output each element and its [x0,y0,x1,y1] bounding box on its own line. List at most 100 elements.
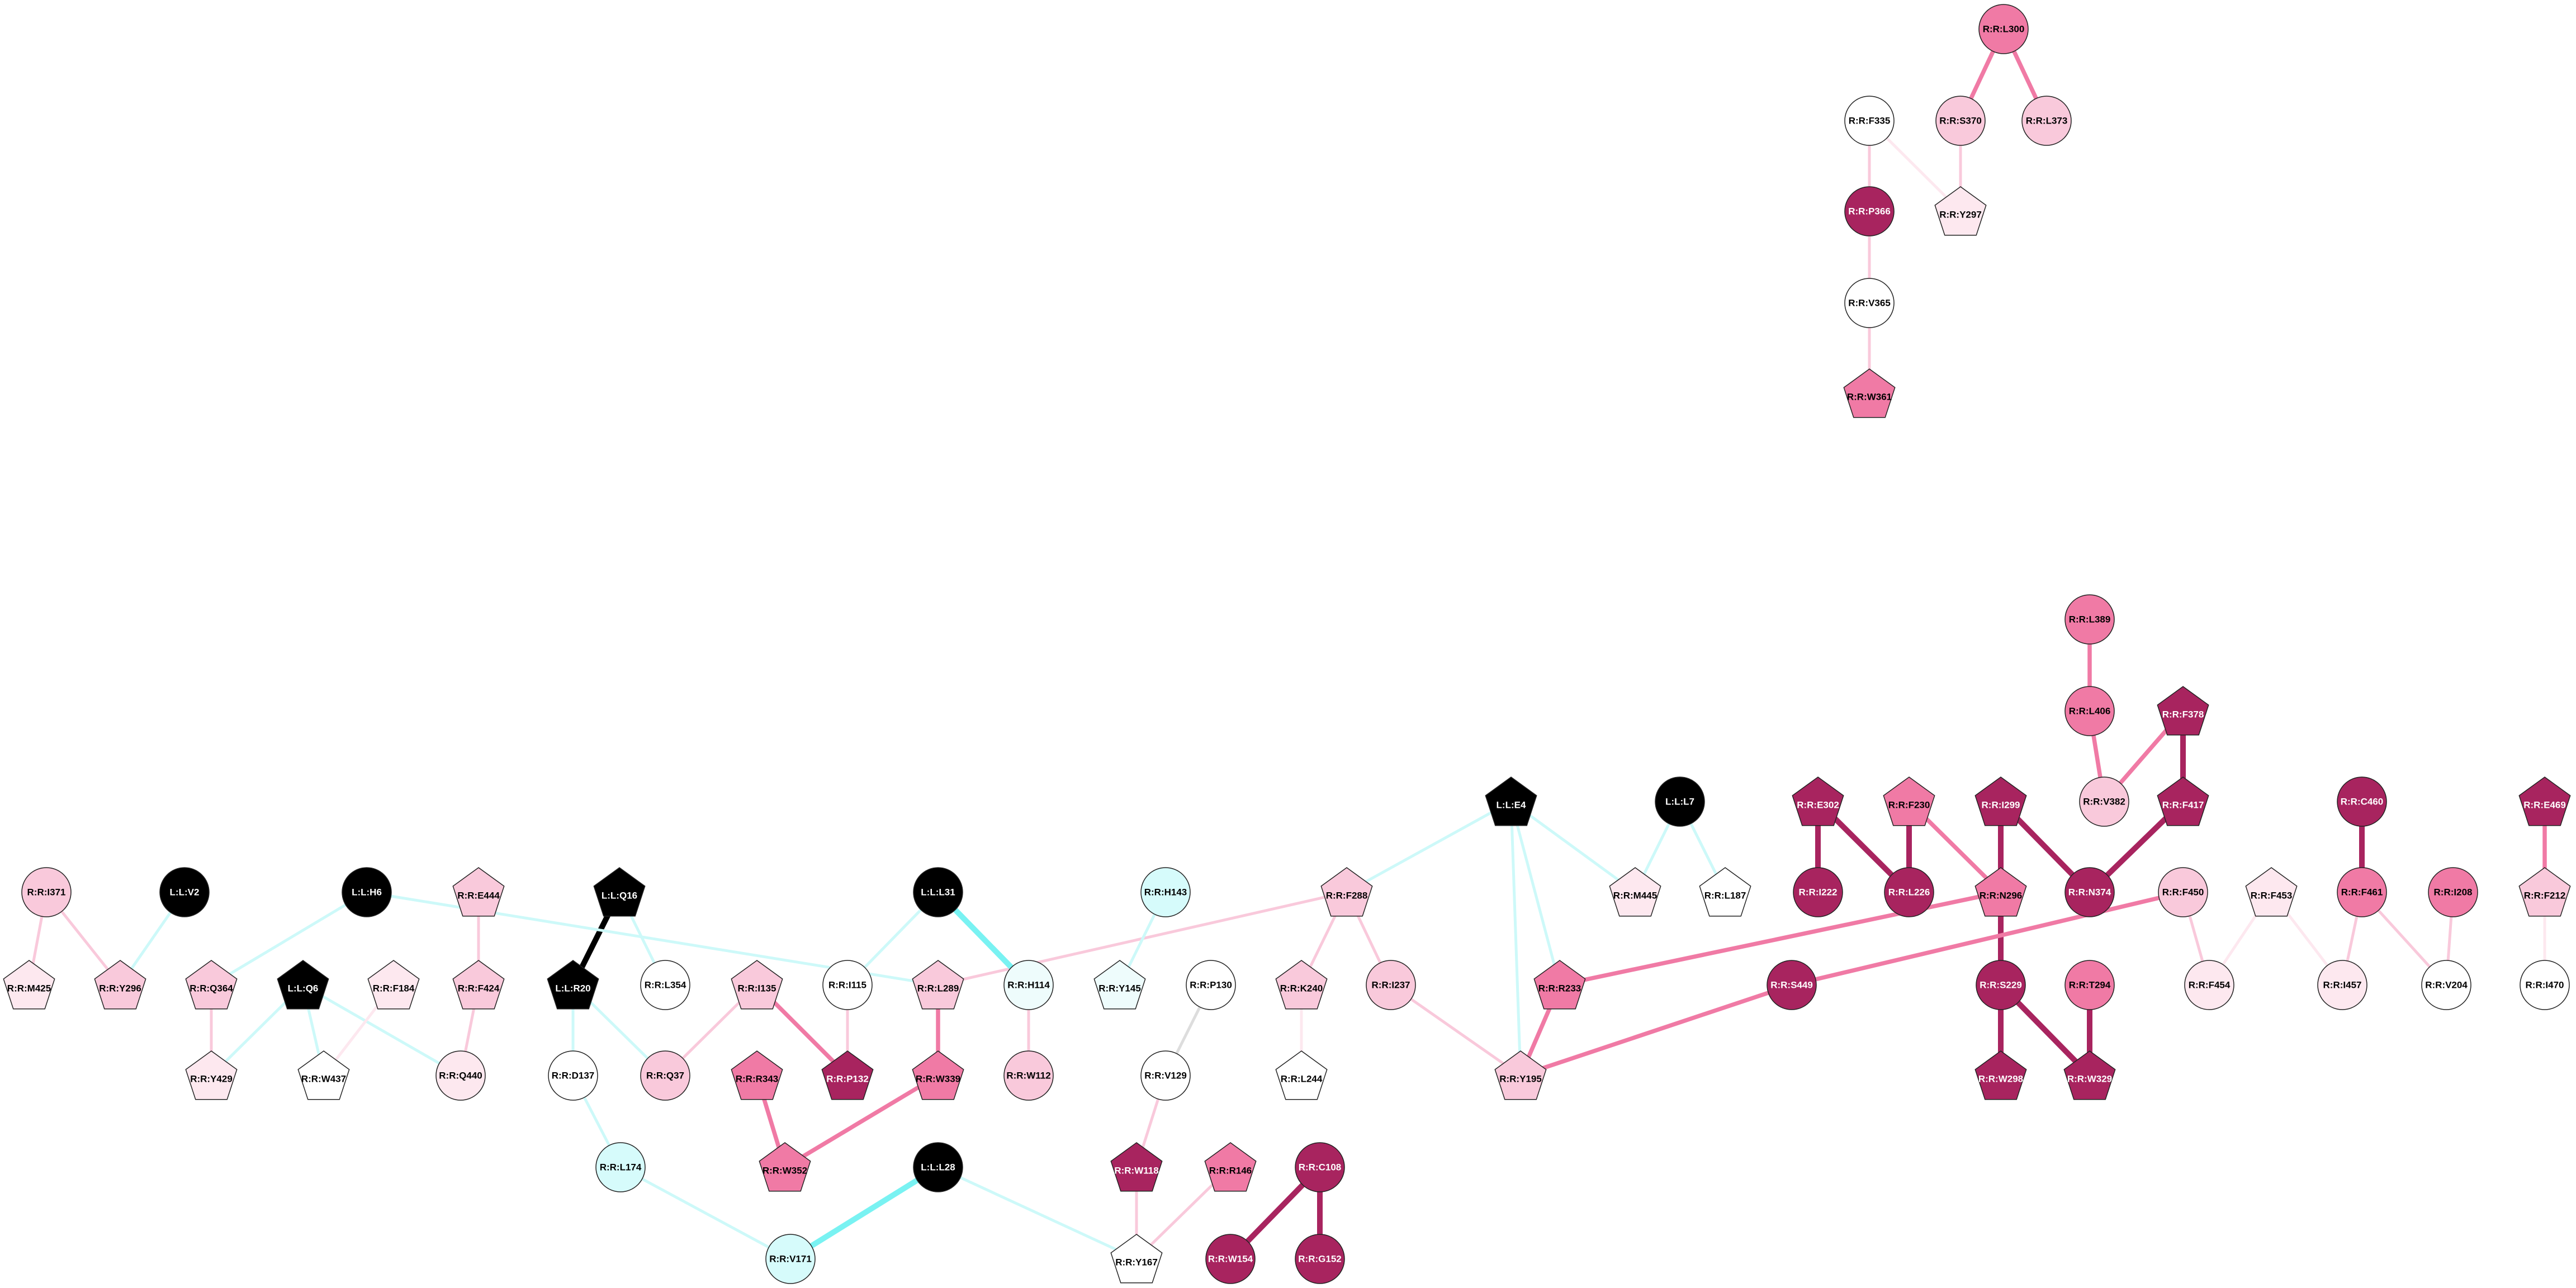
node-r-r-s449: R:R:S449 [1767,960,1817,1010]
node-circle [2079,776,2129,827]
node-label: R:R:F417 [2162,800,2204,811]
node-circle [1767,960,1817,1010]
node-r-r-p366: R:R:P366 [1844,186,1895,236]
node-pentagon [1974,1050,2027,1100]
node-pentagon [452,867,505,917]
node-label: R:R:W437 [301,1074,346,1085]
node-r-r-e302: R:R:E302 [1792,776,1844,826]
node-pentagon [297,1050,350,1100]
node-circle [1844,278,1895,328]
node-r-r-d137: R:R:D137 [548,1050,598,1101]
node-pentagon [1843,368,1896,418]
node-label: R:R:S370 [1939,116,1982,126]
node-pentagon [452,960,505,1010]
node-circle [765,1234,816,1284]
node-circle [2428,867,2478,917]
node-label: R:R:I470 [2526,980,2564,991]
node-pentagon [2063,1050,2116,1100]
node-label: R:R:R233 [1538,983,1581,994]
node-label: R:R:F378 [2162,709,2204,720]
node-label: R:R:W118 [1114,1166,1158,1176]
node-pentagon [1204,1142,1257,1192]
node-l-l-r20: L:L:R20 [547,960,599,1010]
node-circle [435,1050,486,1101]
node-label: R:R:I222 [1799,887,1838,898]
node-r-r-i222: R:R:I222 [1793,867,1843,917]
node-circle [595,1142,646,1192]
node-label: R:R:P130 [1190,980,1232,991]
node-label: R:R:W352 [763,1166,807,1176]
edge-E4-Y195 [1509,800,1522,1077]
node-r-r-f230: R:R:F230 [1883,776,1935,826]
node-r-r-f417: R:R:F417 [2157,776,2209,826]
node-circle [913,1142,963,1192]
node-r-r-h143: R:R:H143 [1140,867,1191,917]
node-label: R:R:I371 [27,887,66,898]
node-circle [1140,1050,1191,1101]
node-r-r-i135: R:R:I135 [731,960,783,1010]
node-circle [640,960,690,1010]
node-pentagon [1792,776,1844,826]
node-pentagon [1275,960,1328,1010]
node-label: R:R:F212 [2524,891,2566,901]
node-pentagon [1883,776,1935,826]
node-r-r-w352: R:R:W352 [759,1142,811,1192]
node-label: R:R:F335 [1849,116,1891,126]
node-label: R:R:L406 [2069,706,2111,717]
node-label: R:R:H143 [1144,887,1187,898]
node-label: R:R:Y145 [1098,983,1141,994]
node-r-r-p132: R:R:P132 [821,1050,874,1100]
node-r-r-f212: R:R:F212 [2518,867,2571,917]
node-l-l-v2: L:L:V2 [159,867,210,917]
node-r-r-v129: R:R:V129 [1140,1050,1191,1101]
node-r-r-k240: R:R:K240 [1275,960,1328,1010]
node-label: R:R:F230 [1888,800,1930,811]
node-pentagon [367,960,420,1010]
node-circle [822,960,873,1010]
node-l-l-l28: L:L:L28 [913,1142,963,1192]
node-r-r-c108: R:R:C108 [1295,1142,1345,1192]
node-circle [1976,960,2026,1010]
node-circle [2421,960,2471,1010]
node-r-r-f378: R:R:F378 [2157,686,2209,736]
node-r-r-i457: R:R:I457 [2317,960,2367,1010]
node-r-r-y297: R:R:Y297 [1934,186,1987,236]
edge-S449-Y195 [1518,983,1794,1078]
node-pentagon [1934,186,1987,236]
node-r-r-y167: R:R:Y167 [1110,1234,1163,1284]
node-circle [1978,4,2029,54]
node-r-r-w339: R:R:W339 [912,1050,964,1100]
node-label: R:R:V382 [2083,797,2125,807]
node-label: R:R:L373 [2026,116,2068,126]
edge-L174-V171 [619,1166,792,1261]
node-circle [2337,867,2387,917]
node-r-r-m445: R:R:M445 [1609,867,1661,917]
node-r-r-y145: R:R:Y145 [1093,960,1146,1010]
node-label: R:R:L226 [1888,887,1930,898]
node-r-r-m425: R:R:M425 [3,960,55,1010]
node-r-r-f461: R:R:F461 [2337,867,2387,917]
node-label: R:R:E469 [2523,800,2566,811]
node-pentagon [912,1050,964,1100]
node-r-r-l289: R:R:L289 [912,960,964,1010]
node-circle [21,867,72,917]
node-pentagon [1609,867,1661,917]
node-r-r-i371: R:R:I371 [21,867,72,917]
node-label: R:R:V365 [1848,298,1891,309]
node-pentagon [1110,1142,1163,1192]
node-r-r-f454: R:R:F454 [2184,960,2234,1010]
node-label: R:R:V171 [769,1254,812,1265]
node-r-r-r146: R:R:R146 [1204,1142,1257,1192]
node-label: R:R:S229 [1980,980,2022,991]
edge-L28-Y167 [936,1166,1138,1261]
node-r-r-v204: R:R:V204 [2421,960,2471,1010]
node-circle [2317,960,2367,1010]
node-circle [1844,186,1895,236]
node-circle [1884,867,1934,917]
node-r-r-s370: R:R:S370 [1935,96,1986,146]
node-label: L:L:Q16 [602,891,637,901]
node-label: R:R:Y429 [190,1074,233,1085]
node-label: R:R:L389 [2069,614,2111,625]
node-r-r-p130: R:R:P130 [1186,960,1236,1010]
node-label: R:R:N374 [2068,887,2111,898]
